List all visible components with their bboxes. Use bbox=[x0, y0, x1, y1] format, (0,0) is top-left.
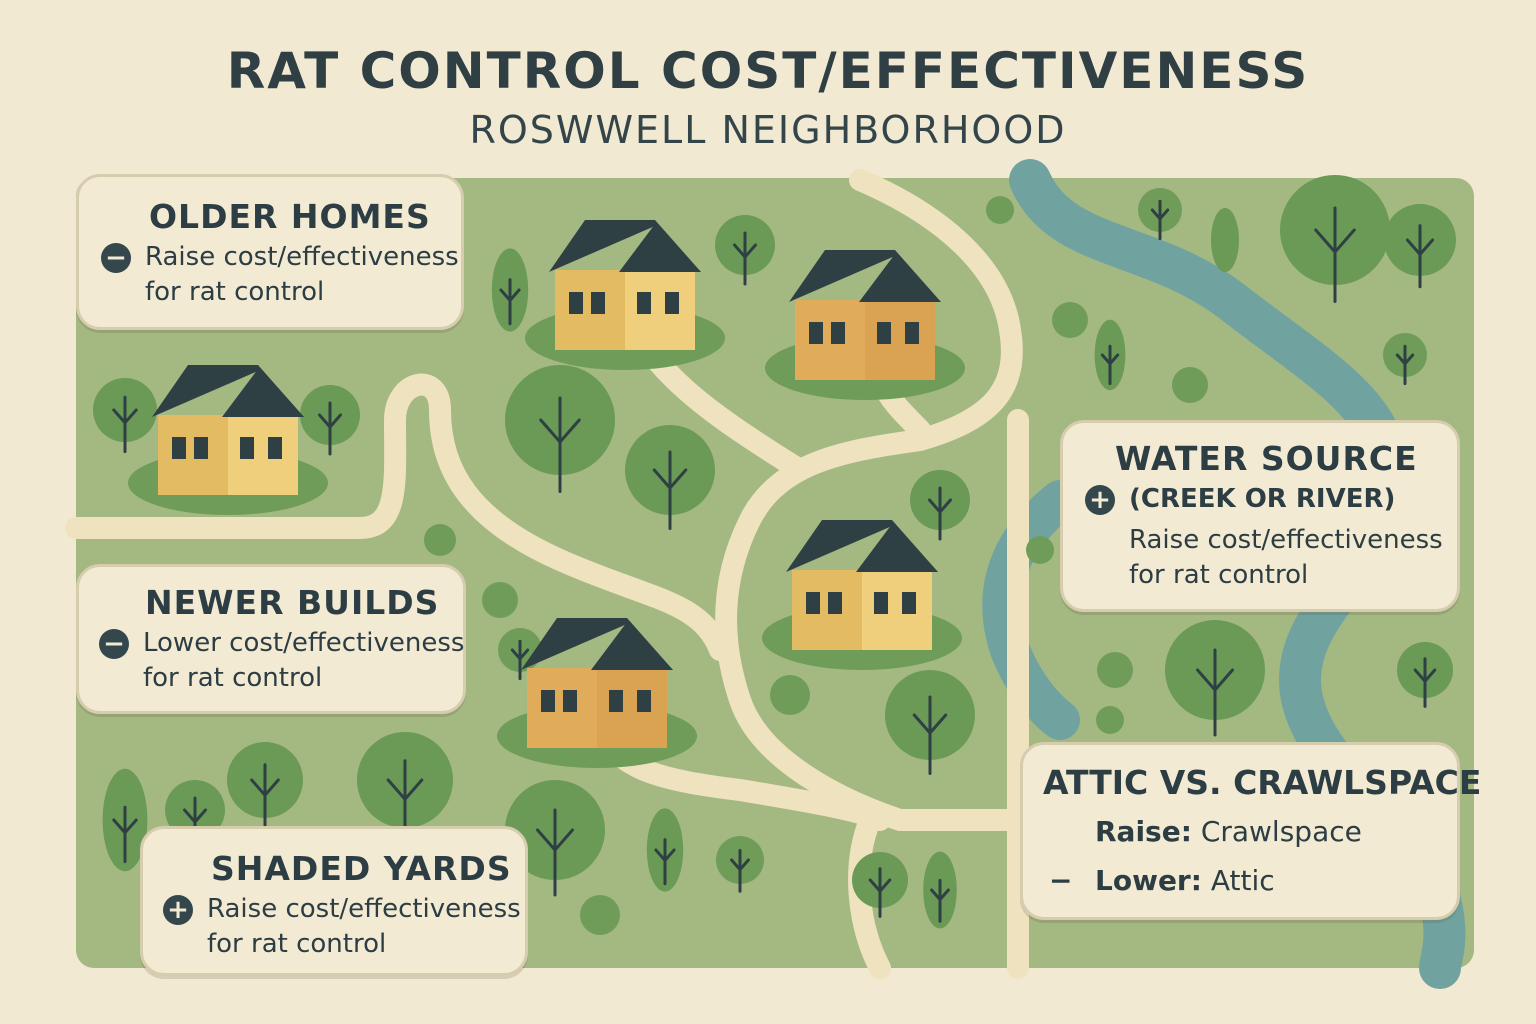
tree-icon bbox=[424, 524, 456, 556]
tree-icon bbox=[923, 851, 957, 929]
house-icon bbox=[128, 365, 328, 515]
card-line: Raise cost/effectiveness bbox=[207, 894, 521, 924]
tree-icon bbox=[716, 836, 764, 893]
tree-icon bbox=[482, 582, 518, 618]
card-water-source: WATER SOURCE + (CREEK OR RIVER) Raise co… bbox=[1060, 420, 1460, 612]
tree-icon bbox=[1172, 367, 1208, 403]
raise-label: Raise: bbox=[1095, 815, 1192, 848]
card-heading: WATER SOURCE bbox=[1115, 439, 1418, 478]
tree-icon bbox=[227, 742, 303, 831]
tree-icon bbox=[580, 895, 620, 935]
card-older-homes: OLDER HOMES − Raise cost/effectiveness f… bbox=[76, 174, 464, 330]
minus-icon: − bbox=[1049, 864, 1073, 897]
trees bbox=[93, 175, 1456, 935]
tree-icon bbox=[165, 780, 225, 851]
card-heading: NEWER BUILDS bbox=[145, 583, 440, 622]
tree-icon bbox=[1383, 333, 1427, 386]
card-line: for rat control bbox=[143, 663, 323, 693]
minus-circle-icon: − bbox=[101, 243, 131, 273]
card-attic-vs-crawlspace: ATTIC VS. CRAWLSPACE Raise: Crawlspace −… bbox=[1020, 742, 1482, 920]
page-subtitle: ROSWWELL NEIGHBORHOOD bbox=[469, 108, 1067, 152]
tree-icon bbox=[1138, 188, 1182, 241]
tree-icon bbox=[1280, 175, 1390, 303]
house-icon bbox=[762, 520, 962, 670]
house-icon bbox=[525, 220, 725, 370]
page-title: RAT CONTROL COST/EFFECTIVENESS bbox=[226, 42, 1310, 100]
tree-icon bbox=[770, 675, 810, 715]
tree-icon bbox=[1052, 302, 1088, 338]
raise-value: Crawlspace bbox=[1200, 815, 1362, 848]
card-line: Raise cost/effectiveness bbox=[1129, 525, 1443, 555]
card-heading: ATTIC VS. CRAWLSPACE bbox=[1043, 763, 1482, 802]
card-line: for rat control bbox=[207, 929, 387, 959]
tree-icon bbox=[1094, 319, 1126, 391]
tree-icon bbox=[1097, 652, 1133, 688]
tree-icon bbox=[1026, 536, 1054, 564]
tree-icon bbox=[505, 365, 615, 493]
tree-icon bbox=[986, 196, 1014, 224]
card-line: for rat control bbox=[145, 277, 325, 307]
tree-icon bbox=[1096, 706, 1124, 734]
plus-circle-icon: + bbox=[1085, 485, 1115, 515]
tree-icon bbox=[1165, 620, 1265, 737]
plus-circle-icon: + bbox=[163, 895, 193, 925]
house-icon bbox=[765, 250, 965, 400]
tree-icon bbox=[715, 215, 775, 286]
tree-icon bbox=[852, 852, 908, 918]
lower-value: Attic bbox=[1210, 864, 1275, 897]
tree-icon bbox=[646, 808, 684, 892]
card-subheading: (CREEK OR RIVER) bbox=[1129, 484, 1396, 514]
card-heading: OLDER HOMES bbox=[149, 197, 431, 236]
tree-icon bbox=[300, 385, 360, 456]
card-heading: SHADED YARDS bbox=[211, 849, 512, 888]
tree-icon bbox=[491, 248, 529, 332]
tree-icon bbox=[885, 670, 975, 775]
card-line: Lower cost/effectiveness bbox=[143, 628, 465, 658]
tree-icon bbox=[102, 768, 148, 872]
houses bbox=[128, 220, 965, 768]
card-shaded-yards: SHADED YARDS + Raise cost/effectiveness … bbox=[140, 826, 528, 976]
card-newer-builds: NEWER BUILDS − Lower cost/effectiveness … bbox=[76, 564, 466, 714]
tree-icon bbox=[357, 732, 453, 844]
tree-icon bbox=[505, 780, 605, 897]
tree-icon bbox=[93, 378, 157, 454]
tree-icon bbox=[1384, 204, 1456, 289]
tree-icon bbox=[1397, 642, 1453, 708]
card-line: for rat control bbox=[1129, 560, 1309, 590]
lower-label: Lower: bbox=[1095, 864, 1202, 897]
tree-icon bbox=[625, 425, 715, 530]
house-icon bbox=[497, 618, 697, 768]
minus-circle-icon: − bbox=[99, 629, 129, 659]
card-line: Raise cost/effectiveness bbox=[145, 242, 459, 272]
tree-icon bbox=[1211, 208, 1239, 272]
tree-icon bbox=[910, 470, 970, 541]
